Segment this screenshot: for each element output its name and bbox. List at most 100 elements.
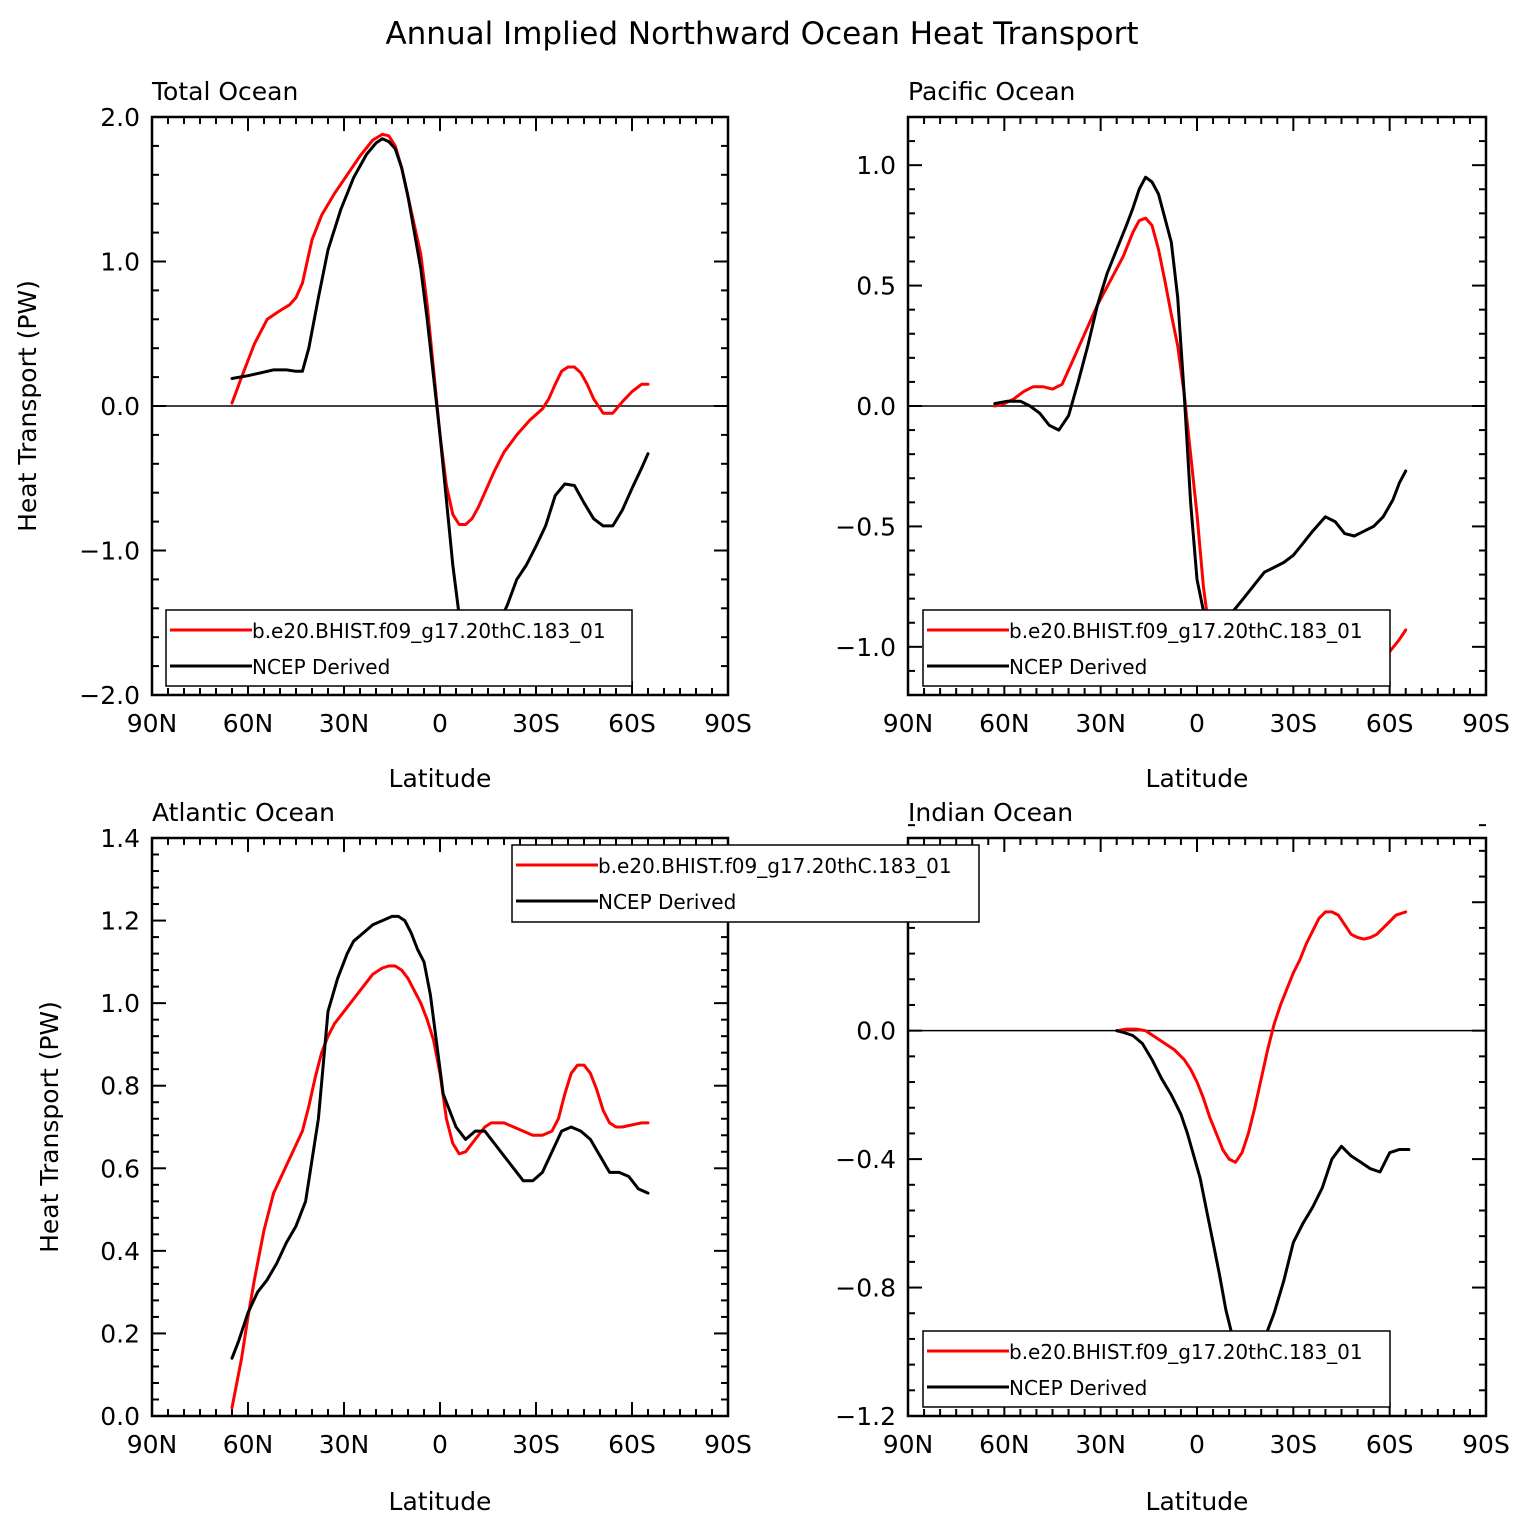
legend-label-ncep: NCEP Derived: [598, 890, 736, 914]
x-tick-label: 90S: [704, 709, 752, 738]
panel-indian-ocean: Indian Ocean Latitude 90N 60N 30N 0 30S 60S 90…: [835, 798, 1510, 1516]
x-tick-label: 60S: [608, 709, 656, 738]
y-tick-label: −1.0: [79, 537, 140, 566]
y-axis-label: Heat Transport (PW): [35, 1001, 64, 1253]
series-line-ncep: [230, 137, 650, 649]
y-tick-label: 1.0: [856, 151, 896, 180]
legend-label-ncep: NCEP Derived: [252, 655, 390, 679]
series-line-model: [1115, 910, 1408, 1164]
x-axis-label: Latitude: [1146, 764, 1249, 793]
x-tick-label: 90S: [1462, 1430, 1510, 1459]
y-tick-label: 0.2: [100, 1319, 140, 1348]
series-line-model: [230, 132, 650, 526]
y-tick-label: 1.2: [100, 907, 140, 936]
y-tick-label: 1.0: [100, 248, 140, 277]
legend-label-model: b.e20.BHIST.f09_g17.20thC.183_01: [598, 854, 952, 878]
x-tick-label: 60N: [223, 1430, 274, 1459]
legend-label-model: b.e20.BHIST.f09_g17.20thC.183_01: [1009, 1340, 1363, 1364]
x-tick-label: 60S: [608, 1430, 656, 1459]
plot-frame: [150, 836, 730, 1418]
y-tick-label: 0.5: [856, 272, 896, 301]
legend: b.e20.BHIST.f09_g17.20thC.183_01 NCEP De…: [922, 1330, 1391, 1408]
y-tick-label: −1.0: [835, 633, 896, 662]
legend: b.e20.BHIST.f09_g17.20thC.183_01 NCEP De…: [922, 609, 1391, 687]
series-lines: [230, 914, 650, 1410]
panel-title: Total Ocean: [151, 77, 298, 106]
y-tick-label: 0.0: [856, 392, 896, 421]
y-tick-label: 0.4: [100, 1237, 140, 1266]
x-tick-label: 0: [1189, 709, 1205, 738]
y-tick-label: −2.0: [79, 681, 140, 710]
x-tick-label: 30N: [1075, 1430, 1126, 1459]
legend-atlantic: b.e20.BHIST.f09_g17.20thC.183_01 NCEP De…: [511, 844, 980, 923]
x-tick-label: 60N: [223, 709, 274, 738]
x-tick-label: 90S: [1462, 709, 1510, 738]
panel-atlantic-ocean: Atlantic Ocean Heat Transport (PW) Latit…: [35, 798, 752, 1516]
tick-labels: 90N 60N 30N 0 30S 60S 90S −2.0 −1.0 0.0 1.0 2.0: [79, 103, 752, 738]
legend-label-ncep: NCEP Derived: [1009, 655, 1147, 679]
legend-box: [922, 1330, 1391, 1408]
plot-frame: [906, 115, 1488, 697]
legend-box: [165, 609, 633, 687]
panel-title: Pacific Ocean: [908, 77, 1075, 106]
x-tick-label: 30N: [1075, 709, 1126, 738]
legend: b.e20.BHIST.f09_g17.20thC.183_01 NCEP De…: [165, 609, 633, 687]
legend-label-ncep: NCEP Derived: [1009, 1376, 1147, 1400]
x-tick-label: 0: [1189, 1430, 1205, 1459]
y-tick-label: 0.0: [856, 1017, 896, 1046]
panel-title: Indian Ocean: [908, 798, 1073, 827]
y-tick-label: 2.0: [100, 103, 140, 132]
x-tick-label: 90N: [883, 1430, 934, 1459]
x-tick-label: 90N: [883, 709, 934, 738]
tick-labels: 90N 60N 30N 0 30S 60S 90S 0.0 0.2 0.4 0.6 0.8 1.0 1.2…: [100, 824, 752, 1459]
x-axis-label: Latitude: [389, 1487, 492, 1516]
x-tick-label: 60S: [1366, 709, 1414, 738]
x-tick-label: 60N: [979, 709, 1030, 738]
x-tick-label: 0: [432, 1430, 448, 1459]
y-tick-label: 1.0: [100, 989, 140, 1018]
y-tick-label: −0.4: [835, 1145, 896, 1174]
legend-label-model: b.e20.BHIST.f09_g17.20thC.183_01: [252, 619, 606, 643]
x-tick-label: 30S: [1269, 709, 1317, 738]
y-tick-label: −0.5: [835, 512, 896, 541]
series-lines: [230, 132, 650, 649]
figure-title: Annual Implied Northward Ocean Heat Tran…: [385, 16, 1138, 52]
x-tick-label: 60N: [979, 1430, 1030, 1459]
x-tick-label: 0: [432, 709, 448, 738]
x-tick-label: 60S: [1366, 1430, 1414, 1459]
panel-pacific-ocean: Pacific Ocean Latitude 90N 60N 30N 0 30S 60S 9…: [835, 77, 1510, 793]
series-line-ncep: [230, 914, 650, 1360]
x-tick-label: 30S: [512, 709, 560, 738]
series-line-model: [230, 964, 650, 1410]
series-line-ncep: [993, 175, 1408, 627]
y-tick-label: −0.8: [835, 1274, 896, 1303]
y-tick-label: 1.4: [100, 824, 140, 853]
y-tick-label: 0.6: [100, 1154, 140, 1183]
series-lines: [993, 175, 1408, 668]
y-tick-label: 0.8: [100, 1072, 140, 1101]
series-line-ncep: [1115, 1029, 1411, 1370]
x-tick-label: 90N: [127, 709, 178, 738]
x-tick-label: 30S: [512, 1430, 560, 1459]
x-tick-label: 30N: [319, 709, 370, 738]
legend-label-model: b.e20.BHIST.f09_g17.20thC.183_01: [1009, 619, 1363, 643]
plot-frame: [150, 115, 730, 697]
panel-title: Atlantic Ocean: [152, 798, 335, 827]
plot-frame: [906, 836, 1488, 1418]
x-tick-label: 90S: [704, 1430, 752, 1459]
legend-box: [511, 844, 980, 923]
series-lines: [1115, 910, 1411, 1370]
legend-box: [922, 609, 1391, 687]
axis-ticks: [151, 837, 729, 1417]
y-tick-label: −1.2: [835, 1402, 896, 1431]
x-tick-label: 30N: [319, 1430, 370, 1459]
y-tick-label: 0.0: [100, 1402, 140, 1431]
panel-total-ocean: Total Ocean Heat Transport (PW) Latitude…: [13, 77, 752, 793]
x-axis-label: Latitude: [389, 764, 492, 793]
tick-labels: 90N 60N 30N 0 30S 60S 90S −1.0 −0.5 0.0 0.5 1.0: [835, 151, 1510, 738]
x-tick-label: 30S: [1269, 1430, 1317, 1459]
y-tick-label: 0.0: [100, 392, 140, 421]
y-axis-label: Heat Transport (PW): [13, 280, 42, 532]
